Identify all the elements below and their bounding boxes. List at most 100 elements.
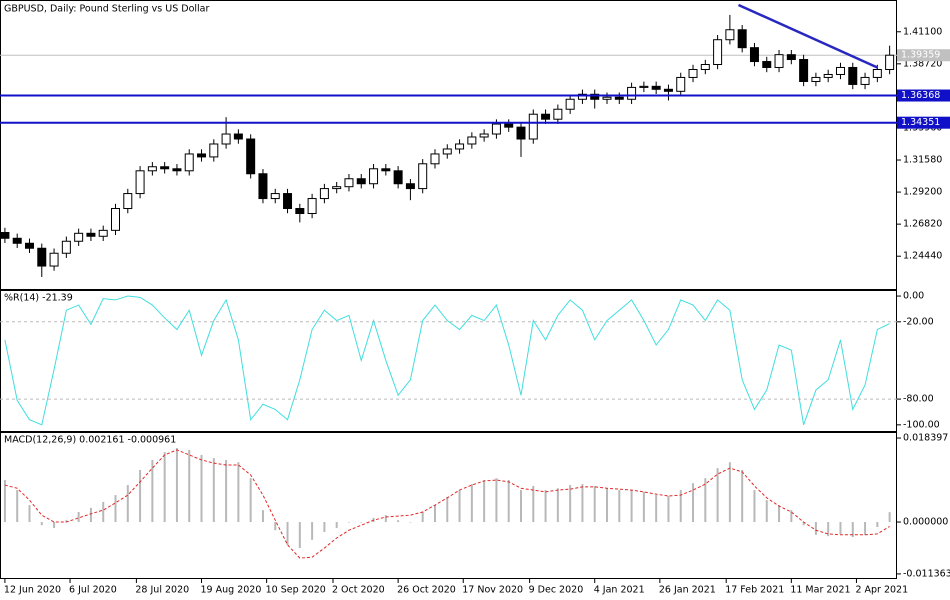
x-tick-label: 26 Oct 2020 xyxy=(397,585,456,596)
candle-body xyxy=(516,126,526,140)
current-price-box xyxy=(897,49,950,62)
candle-body xyxy=(467,136,477,145)
macd-bar xyxy=(679,490,682,523)
macd-bar xyxy=(753,490,756,523)
macd-bar xyxy=(397,520,400,523)
candle-body xyxy=(491,123,501,135)
macd-bar xyxy=(470,484,473,523)
macd-bar xyxy=(519,490,522,523)
macd-bar xyxy=(741,469,744,523)
candle-body xyxy=(811,76,821,82)
candle-body xyxy=(246,138,256,175)
candle-body xyxy=(479,133,489,138)
macd-bar xyxy=(200,454,203,523)
current-price-label: 1.39359 xyxy=(901,50,940,61)
candle-body xyxy=(74,232,84,242)
y-tick-label: 1.31580 xyxy=(903,155,942,166)
y-tick-label: 1.41100 xyxy=(903,26,942,37)
candle-body xyxy=(418,163,428,190)
candle-body xyxy=(197,153,207,158)
candle-body xyxy=(135,170,145,195)
y-tick-label: 1.38720 xyxy=(903,58,942,69)
macd-bar xyxy=(446,496,449,523)
y-tick-label: 1.26820 xyxy=(903,219,942,230)
level-label: 1.34351 xyxy=(901,117,940,128)
macd-bar xyxy=(667,496,670,523)
candle-body xyxy=(799,59,809,82)
macd-bar xyxy=(126,485,129,523)
candle-body xyxy=(381,168,391,172)
wpr-title: %R(14) -21.39 xyxy=(4,293,73,304)
macd-bar xyxy=(532,485,535,523)
macd-bar xyxy=(433,505,436,523)
macd-bar xyxy=(544,490,547,523)
wpr-panel xyxy=(0,290,897,432)
macd-bar xyxy=(335,522,338,528)
macd-bar xyxy=(569,485,572,523)
macd-bar xyxy=(89,507,92,523)
candle-body xyxy=(233,133,243,140)
candle-body xyxy=(528,113,538,140)
y-tick-label: -0.011363 xyxy=(903,568,950,579)
macd-bar xyxy=(102,501,105,523)
macd-bar xyxy=(655,495,658,523)
macd-bar xyxy=(286,522,289,545)
macd-bar xyxy=(790,510,793,523)
macd-bar xyxy=(778,505,781,523)
candle-body xyxy=(442,148,452,155)
candle-body xyxy=(590,93,600,100)
candle-body xyxy=(553,108,563,120)
macd-bar xyxy=(175,448,178,523)
candle-body xyxy=(577,93,587,100)
price-panel xyxy=(0,0,897,290)
macd-bar xyxy=(593,485,596,523)
signal-line xyxy=(4,449,890,559)
macd-bar xyxy=(630,490,633,523)
y-tick-label: -20.00 xyxy=(903,316,934,327)
candle-body xyxy=(24,242,34,249)
macd-bar xyxy=(53,522,56,528)
macd-bar xyxy=(311,522,314,540)
macd-bar xyxy=(642,491,645,523)
y-tick-label: 0.00 xyxy=(903,291,924,302)
macd-bar xyxy=(384,515,387,523)
macd-panel xyxy=(0,432,897,579)
x-tick-label: 17 Feb 2021 xyxy=(725,585,784,596)
candle-body xyxy=(0,231,10,239)
macd-bar xyxy=(151,459,154,523)
candle-body xyxy=(61,240,71,254)
macd-bar xyxy=(163,452,166,523)
x-tick-label: 26 Jan 2021 xyxy=(659,585,716,596)
macd-bar xyxy=(421,511,424,523)
marks: 1.411001.387201.339601.315801.292001.268… xyxy=(0,3,950,596)
macd-bar xyxy=(839,522,842,534)
candle-body xyxy=(872,68,882,78)
x-tick-label: 2 Apr 2021 xyxy=(855,585,908,596)
candle-body xyxy=(430,153,440,165)
y-tick-label: 0.018397 xyxy=(903,433,948,444)
macd-bar xyxy=(483,480,486,523)
x-tick-label: 9 Dec 2020 xyxy=(529,585,584,596)
candle-body xyxy=(823,73,833,78)
macd-bar xyxy=(114,495,117,523)
macd-bar xyxy=(606,488,609,523)
candle-body xyxy=(369,168,379,185)
candle-body xyxy=(688,68,698,78)
macd-bar xyxy=(851,522,854,538)
macd-bar xyxy=(802,522,805,526)
candle-body xyxy=(749,47,759,63)
macd-bar xyxy=(618,490,621,523)
x-tick-label: 6 Jul 2020 xyxy=(69,585,117,596)
macd-bar xyxy=(888,512,891,523)
macd-bar xyxy=(212,458,215,523)
candle-body xyxy=(258,173,268,200)
macd-bar xyxy=(495,478,498,523)
candle-body xyxy=(885,54,895,70)
candle-body xyxy=(774,54,784,68)
candle-body xyxy=(713,39,723,66)
y-tick-label: 1.29200 xyxy=(903,187,942,198)
macd-bar xyxy=(814,522,817,535)
macd-bar xyxy=(237,462,240,523)
macd-bar xyxy=(188,449,191,523)
